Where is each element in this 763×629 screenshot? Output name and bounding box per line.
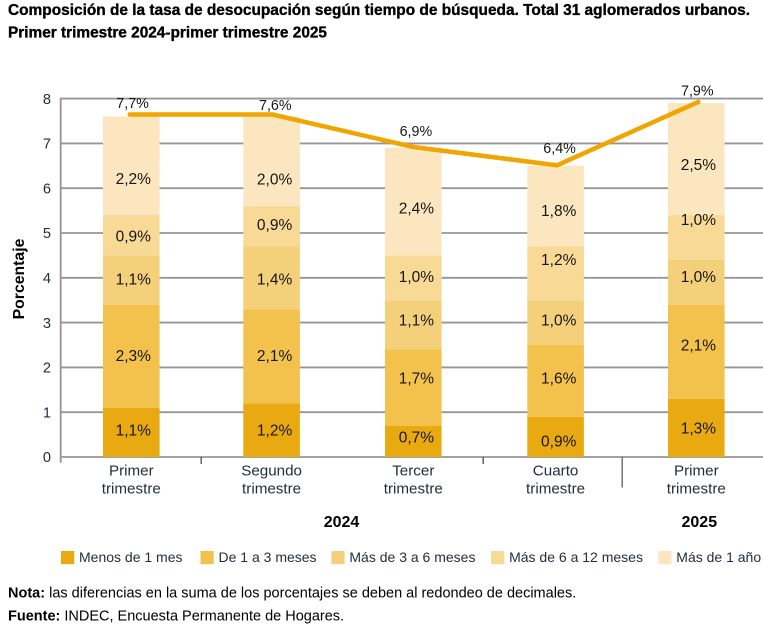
svg-text:0,9%: 0,9% (116, 229, 152, 246)
svg-text:5: 5 (43, 226, 51, 242)
svg-text:1,6%: 1,6% (541, 371, 577, 388)
svg-text:Primer trimestre 2024-primer t: Primer trimestre 2024-primer trimestre 2… (8, 25, 327, 42)
svg-text:7,6%: 7,6% (259, 98, 292, 114)
svg-text:1,3%: 1,3% (681, 421, 717, 438)
svg-text:1: 1 (43, 405, 51, 421)
svg-text:1,0%: 1,0% (681, 212, 717, 229)
svg-text:1,1%: 1,1% (116, 271, 152, 288)
svg-text:4: 4 (43, 271, 51, 287)
svg-text:1,0%: 1,0% (541, 312, 577, 329)
svg-text:2,5%: 2,5% (681, 157, 717, 174)
svg-text:2,1%: 2,1% (681, 338, 717, 355)
svg-text:Tercer: Tercer (392, 463, 434, 480)
svg-text:1,2%: 1,2% (541, 252, 577, 269)
svg-text:0: 0 (43, 450, 51, 466)
svg-text:8: 8 (43, 92, 51, 108)
svg-text:Menos de 1 mes: Menos de 1 mes (79, 549, 183, 565)
svg-text:1,8%: 1,8% (541, 203, 577, 220)
svg-text:7,7%: 7,7% (116, 96, 149, 112)
svg-text:Porcentaje: Porcentaje (11, 238, 28, 319)
svg-text:trimestre: trimestre (384, 481, 443, 498)
svg-text:Cuarto: Cuarto (533, 463, 579, 480)
svg-text:7: 7 (43, 137, 51, 153)
svg-text:2,1%: 2,1% (257, 348, 293, 365)
svg-text:2,3%: 2,3% (116, 348, 152, 365)
svg-text:0,9%: 0,9% (257, 217, 293, 234)
svg-text:1,1%: 1,1% (399, 312, 435, 329)
svg-text:Composición de la tasa de deso: Composición de la tasa de desocupación s… (8, 2, 750, 19)
svg-text:Primer: Primer (109, 463, 154, 480)
svg-text:2: 2 (43, 361, 51, 377)
svg-text:6,9%: 6,9% (400, 124, 433, 140)
svg-text:2,4%: 2,4% (399, 200, 435, 217)
svg-text:Fuente: INDEC, Encuesta Perman: Fuente: INDEC, Encuesta Permanente de Ho… (8, 609, 344, 625)
svg-text:Segundo: Segundo (241, 463, 302, 480)
svg-text:1,0%: 1,0% (399, 269, 435, 286)
svg-text:De 1 a 3 meses: De 1 a 3 meses (219, 549, 317, 565)
svg-text:trimestre: trimestre (242, 481, 301, 498)
svg-text:1,0%: 1,0% (681, 269, 717, 286)
svg-text:3: 3 (43, 316, 51, 332)
svg-text:2,0%: 2,0% (257, 172, 293, 189)
svg-text:trimestre: trimestre (667, 481, 726, 498)
svg-text:1,2%: 1,2% (257, 422, 293, 439)
svg-text:2,2%: 2,2% (116, 171, 152, 188)
svg-text:Más de 1 año: Más de 1 año (676, 549, 761, 565)
svg-text:0,9%: 0,9% (541, 433, 577, 450)
svg-text:Más de 6 a 12 meses: Más de 6 a 12 meses (509, 549, 643, 565)
svg-text:Primer: Primer (674, 463, 719, 480)
svg-text:6: 6 (43, 181, 51, 197)
svg-text:0,7%: 0,7% (399, 429, 435, 446)
svg-text:2025: 2025 (682, 514, 718, 531)
svg-text:2024: 2024 (324, 514, 360, 531)
svg-text:trimestre: trimestre (102, 481, 161, 498)
svg-text:Nota: las diferencias en la su: Nota: las diferencias en la suma de los … (8, 586, 576, 602)
svg-text:trimestre: trimestre (526, 481, 585, 498)
svg-text:1,1%: 1,1% (116, 422, 152, 439)
svg-text:1,7%: 1,7% (399, 371, 435, 388)
svg-text:Más de 3 a 6 meses: Más de 3 a 6 meses (349, 549, 475, 565)
svg-text:1,4%: 1,4% (257, 271, 293, 288)
svg-text:6,4%: 6,4% (543, 141, 576, 157)
svg-text:7,9%: 7,9% (681, 84, 714, 100)
